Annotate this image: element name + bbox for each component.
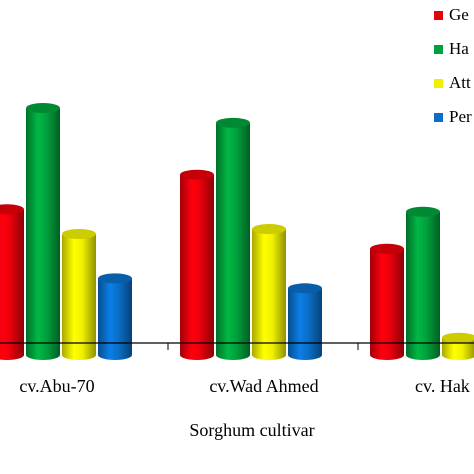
x-tick-labels: cv.Abu-70 cv.Wad Ahmed cv. Hak	[19, 376, 469, 396]
legend-item: Per	[434, 107, 472, 126]
bar-body	[406, 211, 440, 360]
legend-swatch	[434, 113, 443, 122]
bar-cap	[216, 117, 250, 128]
legend-swatch	[434, 11, 443, 20]
x-axis-title: Sorghum cultivar	[189, 420, 314, 440]
legend-item: Ha	[434, 39, 469, 58]
bar-cap	[252, 224, 286, 235]
bar-body	[26, 108, 60, 360]
bar	[180, 169, 214, 360]
bar-cap	[98, 273, 132, 284]
legend-swatch	[434, 79, 443, 88]
bar	[406, 206, 440, 360]
bar-cap	[0, 204, 24, 215]
bar-cap	[370, 243, 404, 254]
legend-label: Per	[449, 107, 472, 126]
bar-body	[216, 122, 250, 360]
bar-body	[370, 248, 404, 360]
legend-label: Ha	[449, 39, 469, 58]
bar-cap	[442, 332, 474, 343]
legend-label: Ge	[449, 5, 469, 24]
bar-cap	[288, 283, 322, 294]
bar	[288, 283, 322, 360]
bar	[216, 117, 250, 360]
bar	[442, 332, 474, 360]
bar-cap	[62, 228, 96, 239]
bar-body	[252, 229, 286, 360]
x-tick-label: cv.Wad Ahmed	[209, 376, 318, 396]
bar	[62, 228, 96, 360]
bar-body	[98, 278, 132, 360]
bar-cap	[180, 169, 214, 180]
legend: Ge Ha Att Per	[434, 5, 472, 126]
x-tick-label: cv. Hak	[415, 376, 470, 396]
bar-body	[0, 209, 24, 360]
bar-cap	[26, 103, 60, 113]
legend-item: Ge	[434, 5, 469, 24]
legend-swatch	[434, 45, 443, 54]
x-tick-label: cv.Abu-70	[19, 376, 94, 396]
legend-item: Att	[434, 73, 471, 92]
bar	[370, 243, 404, 360]
bar	[0, 204, 24, 360]
bar-body	[180, 174, 214, 360]
bar-body	[288, 288, 322, 360]
bar-cap	[406, 206, 440, 217]
bar	[26, 103, 60, 360]
legend-label: Att	[449, 73, 471, 92]
bars-group	[0, 103, 474, 360]
bar	[252, 224, 286, 360]
bar	[98, 273, 132, 360]
bar-body	[62, 233, 96, 360]
